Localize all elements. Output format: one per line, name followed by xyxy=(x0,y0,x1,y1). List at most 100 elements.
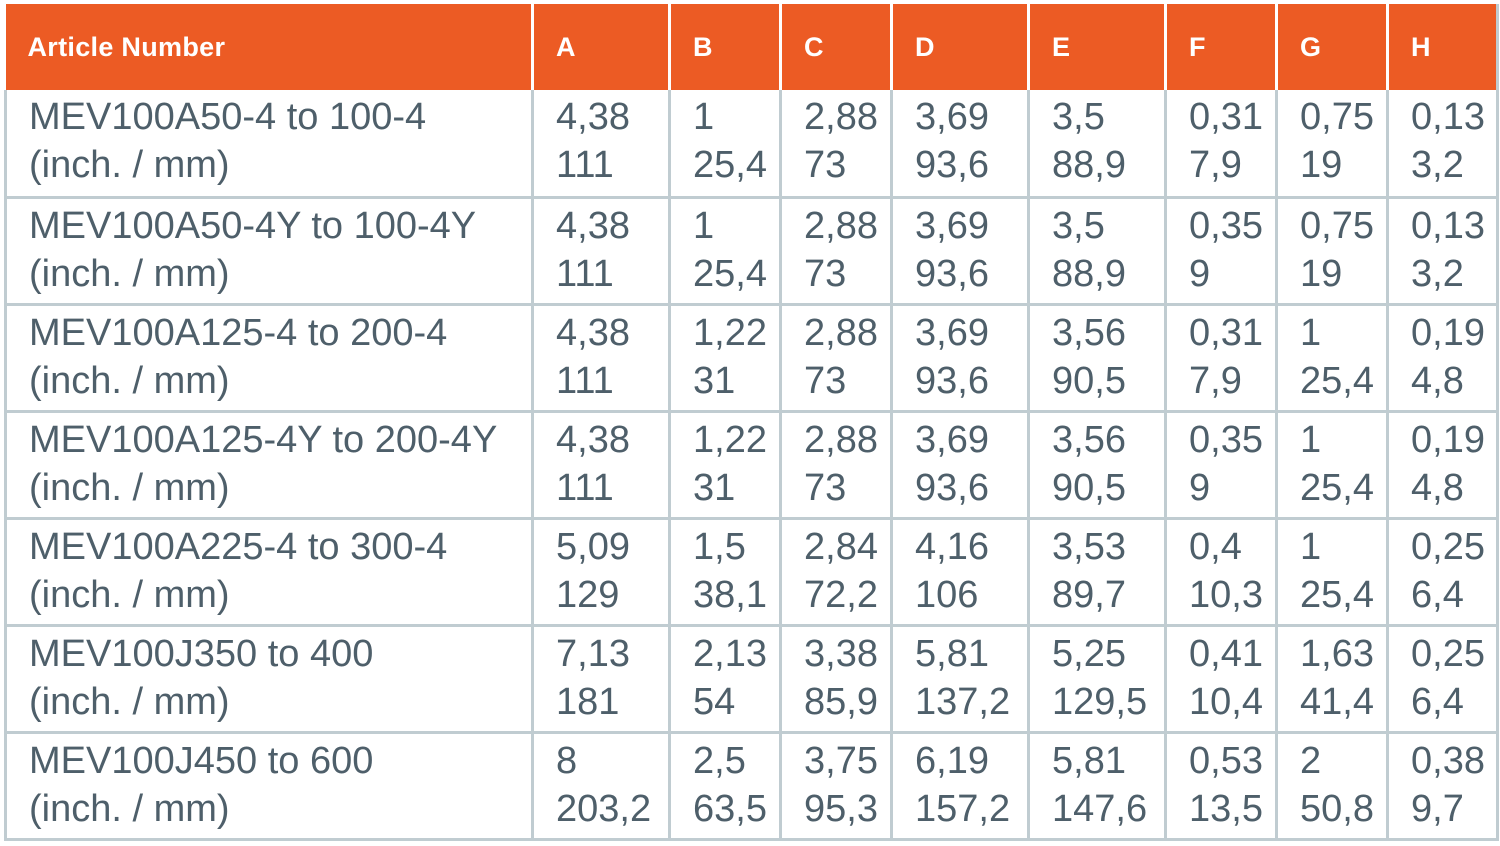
dimension-table-wrapper: Article Number A B C D E F G H MEV100A50-4 to 10… xyxy=(4,4,1499,841)
value-inch: 5,81 xyxy=(1052,739,1126,782)
unit-label: (inch. / mm) xyxy=(29,252,230,295)
article-cell: MEV100A125-4Y to 200-4Y (inch. / mm) xyxy=(4,411,534,520)
dimension-cell-f: 0,4 10,3 xyxy=(1165,518,1278,627)
value-mm: 73 xyxy=(804,252,847,295)
value-mm: 111 xyxy=(556,466,614,509)
dimension-cell-g: 0,75 19 xyxy=(1276,197,1389,306)
dimension-cell-d: 3,69 93,6 xyxy=(891,197,1030,306)
dimension-cell-e: 3,53 89,7 xyxy=(1028,518,1167,627)
value-inch: 0,75 xyxy=(1300,204,1374,247)
dimension-cell-b: 2,13 54 xyxy=(669,625,782,734)
dimension-cell-e: 3,5 88,9 xyxy=(1028,90,1167,199)
dimension-cell-d: 3,69 93,6 xyxy=(891,411,1030,520)
value-mm: 137,2 xyxy=(915,680,1011,723)
dimension-cell-h: 0,38 9,7 xyxy=(1387,732,1499,841)
value-inch: 3,69 xyxy=(915,96,989,138)
dimension-cell-f: 0,53 13,5 xyxy=(1165,732,1278,841)
dimension-cell-a: 4,38 111 xyxy=(532,411,671,520)
table-row: MEV100A125-4Y to 200-4Y (inch. / mm) 4,38 1… xyxy=(4,411,1499,520)
value-inch: 0,75 xyxy=(1300,96,1374,138)
value-inch: 2,88 xyxy=(804,204,878,247)
dimension-cell-h: 0,25 6,4 xyxy=(1387,518,1499,627)
value-inch: 0,31 xyxy=(1189,96,1263,138)
unit-label: (inch. / mm) xyxy=(29,680,230,723)
value-inch: 1,22 xyxy=(693,418,767,461)
value-mm: 73 xyxy=(804,466,847,509)
header-col-f: F xyxy=(1165,4,1278,90)
value-inch: 5,81 xyxy=(915,632,989,675)
dimension-cell-b: 1,22 31 xyxy=(669,304,782,413)
dimension-cell-c: 2,88 73 xyxy=(780,197,893,306)
dimension-cell-b: 1,5 38,1 xyxy=(669,518,782,627)
value-inch: 3,56 xyxy=(1052,311,1126,354)
value-inch: 3,69 xyxy=(915,418,989,461)
value-mm: 111 xyxy=(556,359,614,402)
dimension-cell-d: 6,19 157,2 xyxy=(891,732,1030,841)
value-inch: 0,25 xyxy=(1411,525,1485,568)
value-mm: 10,4 xyxy=(1189,680,1263,723)
value-mm: 19 xyxy=(1300,144,1343,186)
value-inch: 7,13 xyxy=(556,632,630,675)
article-number: MEV100A50-4Y to 100-4Y xyxy=(29,204,477,247)
article-cell: MEV100J350 to 400 (inch. / mm) xyxy=(4,625,534,734)
value-mm: 111 xyxy=(556,252,614,295)
unit-label: (inch. / mm) xyxy=(29,359,230,402)
value-mm: 129,5 xyxy=(1052,680,1148,723)
dimension-table: Article Number A B C D E F G H MEV100A50-4 to 10… xyxy=(4,4,1499,841)
value-mm: 181 xyxy=(556,680,620,723)
dimension-cell-f: 0,41 10,4 xyxy=(1165,625,1278,734)
value-inch: 0,25 xyxy=(1411,632,1485,675)
value-mm: 4,8 xyxy=(1411,359,1464,402)
unit-label: (inch. / mm) xyxy=(29,787,230,830)
article-cell: MEV100A50-4 to 100-4 (inch. / mm) xyxy=(4,90,534,199)
value-inch: 0,41 xyxy=(1189,632,1263,675)
value-mm: 89,7 xyxy=(1052,573,1126,616)
dimension-cell-h: 0,13 3,2 xyxy=(1387,90,1499,199)
dimension-cell-a: 7,13 181 xyxy=(532,625,671,734)
value-mm: 93,6 xyxy=(915,144,989,186)
header-row: Article Number A B C D E F G H xyxy=(5,4,1499,90)
value-mm: 9 xyxy=(1189,252,1211,295)
value-inch: 3,69 xyxy=(915,311,989,354)
value-inch: 4,38 xyxy=(556,204,630,247)
value-mm: 25,4 xyxy=(1300,466,1374,509)
dimension-cell-d: 3,69 93,6 xyxy=(891,90,1030,199)
dimension-cell-d: 5,81 137,2 xyxy=(891,625,1030,734)
dimension-cell-c: 2,88 73 xyxy=(780,90,893,199)
dimension-cell-e: 3,56 90,5 xyxy=(1028,304,1167,413)
value-mm: 7,9 xyxy=(1189,359,1242,402)
dimension-cell-e: 5,81 147,6 xyxy=(1028,732,1167,841)
value-mm: 31 xyxy=(693,466,736,509)
value-mm: 25,4 xyxy=(1300,573,1374,616)
unit-label: (inch. / mm) xyxy=(29,466,230,509)
value-inch: 5,25 xyxy=(1052,632,1126,675)
value-mm: 90,5 xyxy=(1052,466,1126,509)
value-inch: 6,19 xyxy=(915,739,989,782)
value-mm: 13,5 xyxy=(1189,787,1263,830)
value-inch: 0,13 xyxy=(1411,96,1485,138)
dimension-cell-f: 0,35 9 xyxy=(1165,411,1278,520)
value-inch: 4,16 xyxy=(915,525,989,568)
dimension-cell-f: 0,31 7,9 xyxy=(1165,304,1278,413)
value-inch: 4,38 xyxy=(556,418,630,461)
value-inch: 1,5 xyxy=(693,525,746,568)
value-mm: 106 xyxy=(915,573,979,616)
value-inch: 2 xyxy=(1300,739,1322,782)
value-mm: 41,4 xyxy=(1300,680,1374,723)
value-mm: 9,7 xyxy=(1411,787,1464,830)
value-inch: 0,35 xyxy=(1189,418,1263,461)
article-number: MEV100J450 to 600 xyxy=(29,739,374,782)
dimension-cell-a: 5,09 129 xyxy=(532,518,671,627)
table-row: MEV100A225-4 to 300-4 (inch. / mm) 5,09 129… xyxy=(4,518,1499,627)
header-col-h: H xyxy=(1387,4,1499,90)
article-cell: MEV100A125-4 to 200-4 (inch. / mm) xyxy=(4,304,534,413)
value-mm: 111 xyxy=(556,144,614,186)
value-inch: 3,69 xyxy=(915,204,989,247)
table-row: MEV100J350 to 400 (inch. / mm) 7,13 181 2,13… xyxy=(4,625,1499,734)
value-inch: 0,13 xyxy=(1411,204,1485,247)
dimension-cell-a: 4,38 111 xyxy=(532,90,671,199)
table-row: MEV100J450 to 600 (inch. / mm) 8 203,2 2,5 63… xyxy=(4,732,1499,841)
value-inch: 1 xyxy=(693,96,715,138)
value-mm: 88,9 xyxy=(1052,252,1126,295)
dimension-cell-g: 1 25,4 xyxy=(1276,518,1389,627)
